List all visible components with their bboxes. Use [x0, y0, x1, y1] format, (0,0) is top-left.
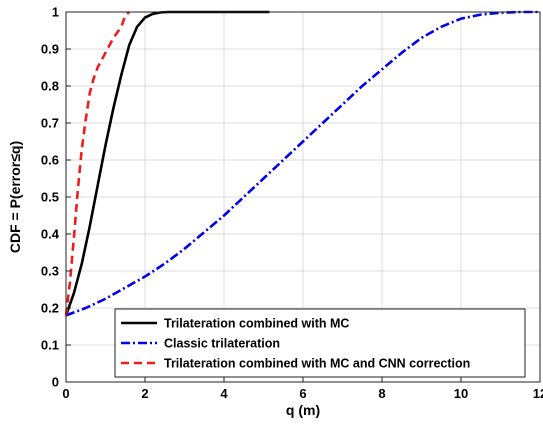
series-line-1: [65, 10, 540, 317]
legend: Trilateration combined with MC Classic tr…: [114, 308, 526, 378]
legend-label-1: Classic trilateration: [164, 337, 280, 351]
x-tick-label: 8: [378, 386, 385, 401]
legend-label-2: Trilateration combined with MC and CNN c…: [164, 357, 470, 371]
x-tick-label: 4: [220, 386, 228, 401]
legend-box: [114, 308, 526, 378]
series-line-2: [64, 11, 131, 316]
x-axis-title: q (m): [286, 402, 320, 418]
y-tick-label: 0.3: [41, 264, 59, 279]
legend-label-0: Trilateration combined with MC: [164, 317, 349, 331]
y-tick-label: 0.9: [41, 42, 59, 57]
y-axis-title: CDF = P(error≤q): [7, 141, 23, 253]
y-tick-label: 0.8: [41, 79, 59, 94]
y-tick-label: 0: [52, 375, 59, 390]
x-tick-label: 0: [62, 386, 69, 401]
x-tick-label: 12: [533, 386, 543, 401]
y-tick-label: 0.4: [41, 227, 60, 242]
y-tick-label: 0.1: [41, 338, 59, 353]
y-tick-label: 1: [52, 5, 59, 20]
y-tick-label: 0.7: [41, 116, 59, 131]
x-tick-label: 2: [141, 386, 148, 401]
series-line-0: [64, 10, 270, 316]
y-tick-label: 0.2: [41, 301, 59, 316]
y-tick-label: 0.5: [41, 190, 59, 205]
axis-ticks: 0 2 4 6 8 10 12 0 0.1 0.2 0.3 0.4 0.5 0.6 0.7 0.8 0.9 1: [41, 5, 543, 402]
x-tick-label: 6: [299, 386, 306, 401]
y-tick-label: 0.6: [41, 153, 59, 168]
x-tick-label: 10: [454, 386, 468, 401]
